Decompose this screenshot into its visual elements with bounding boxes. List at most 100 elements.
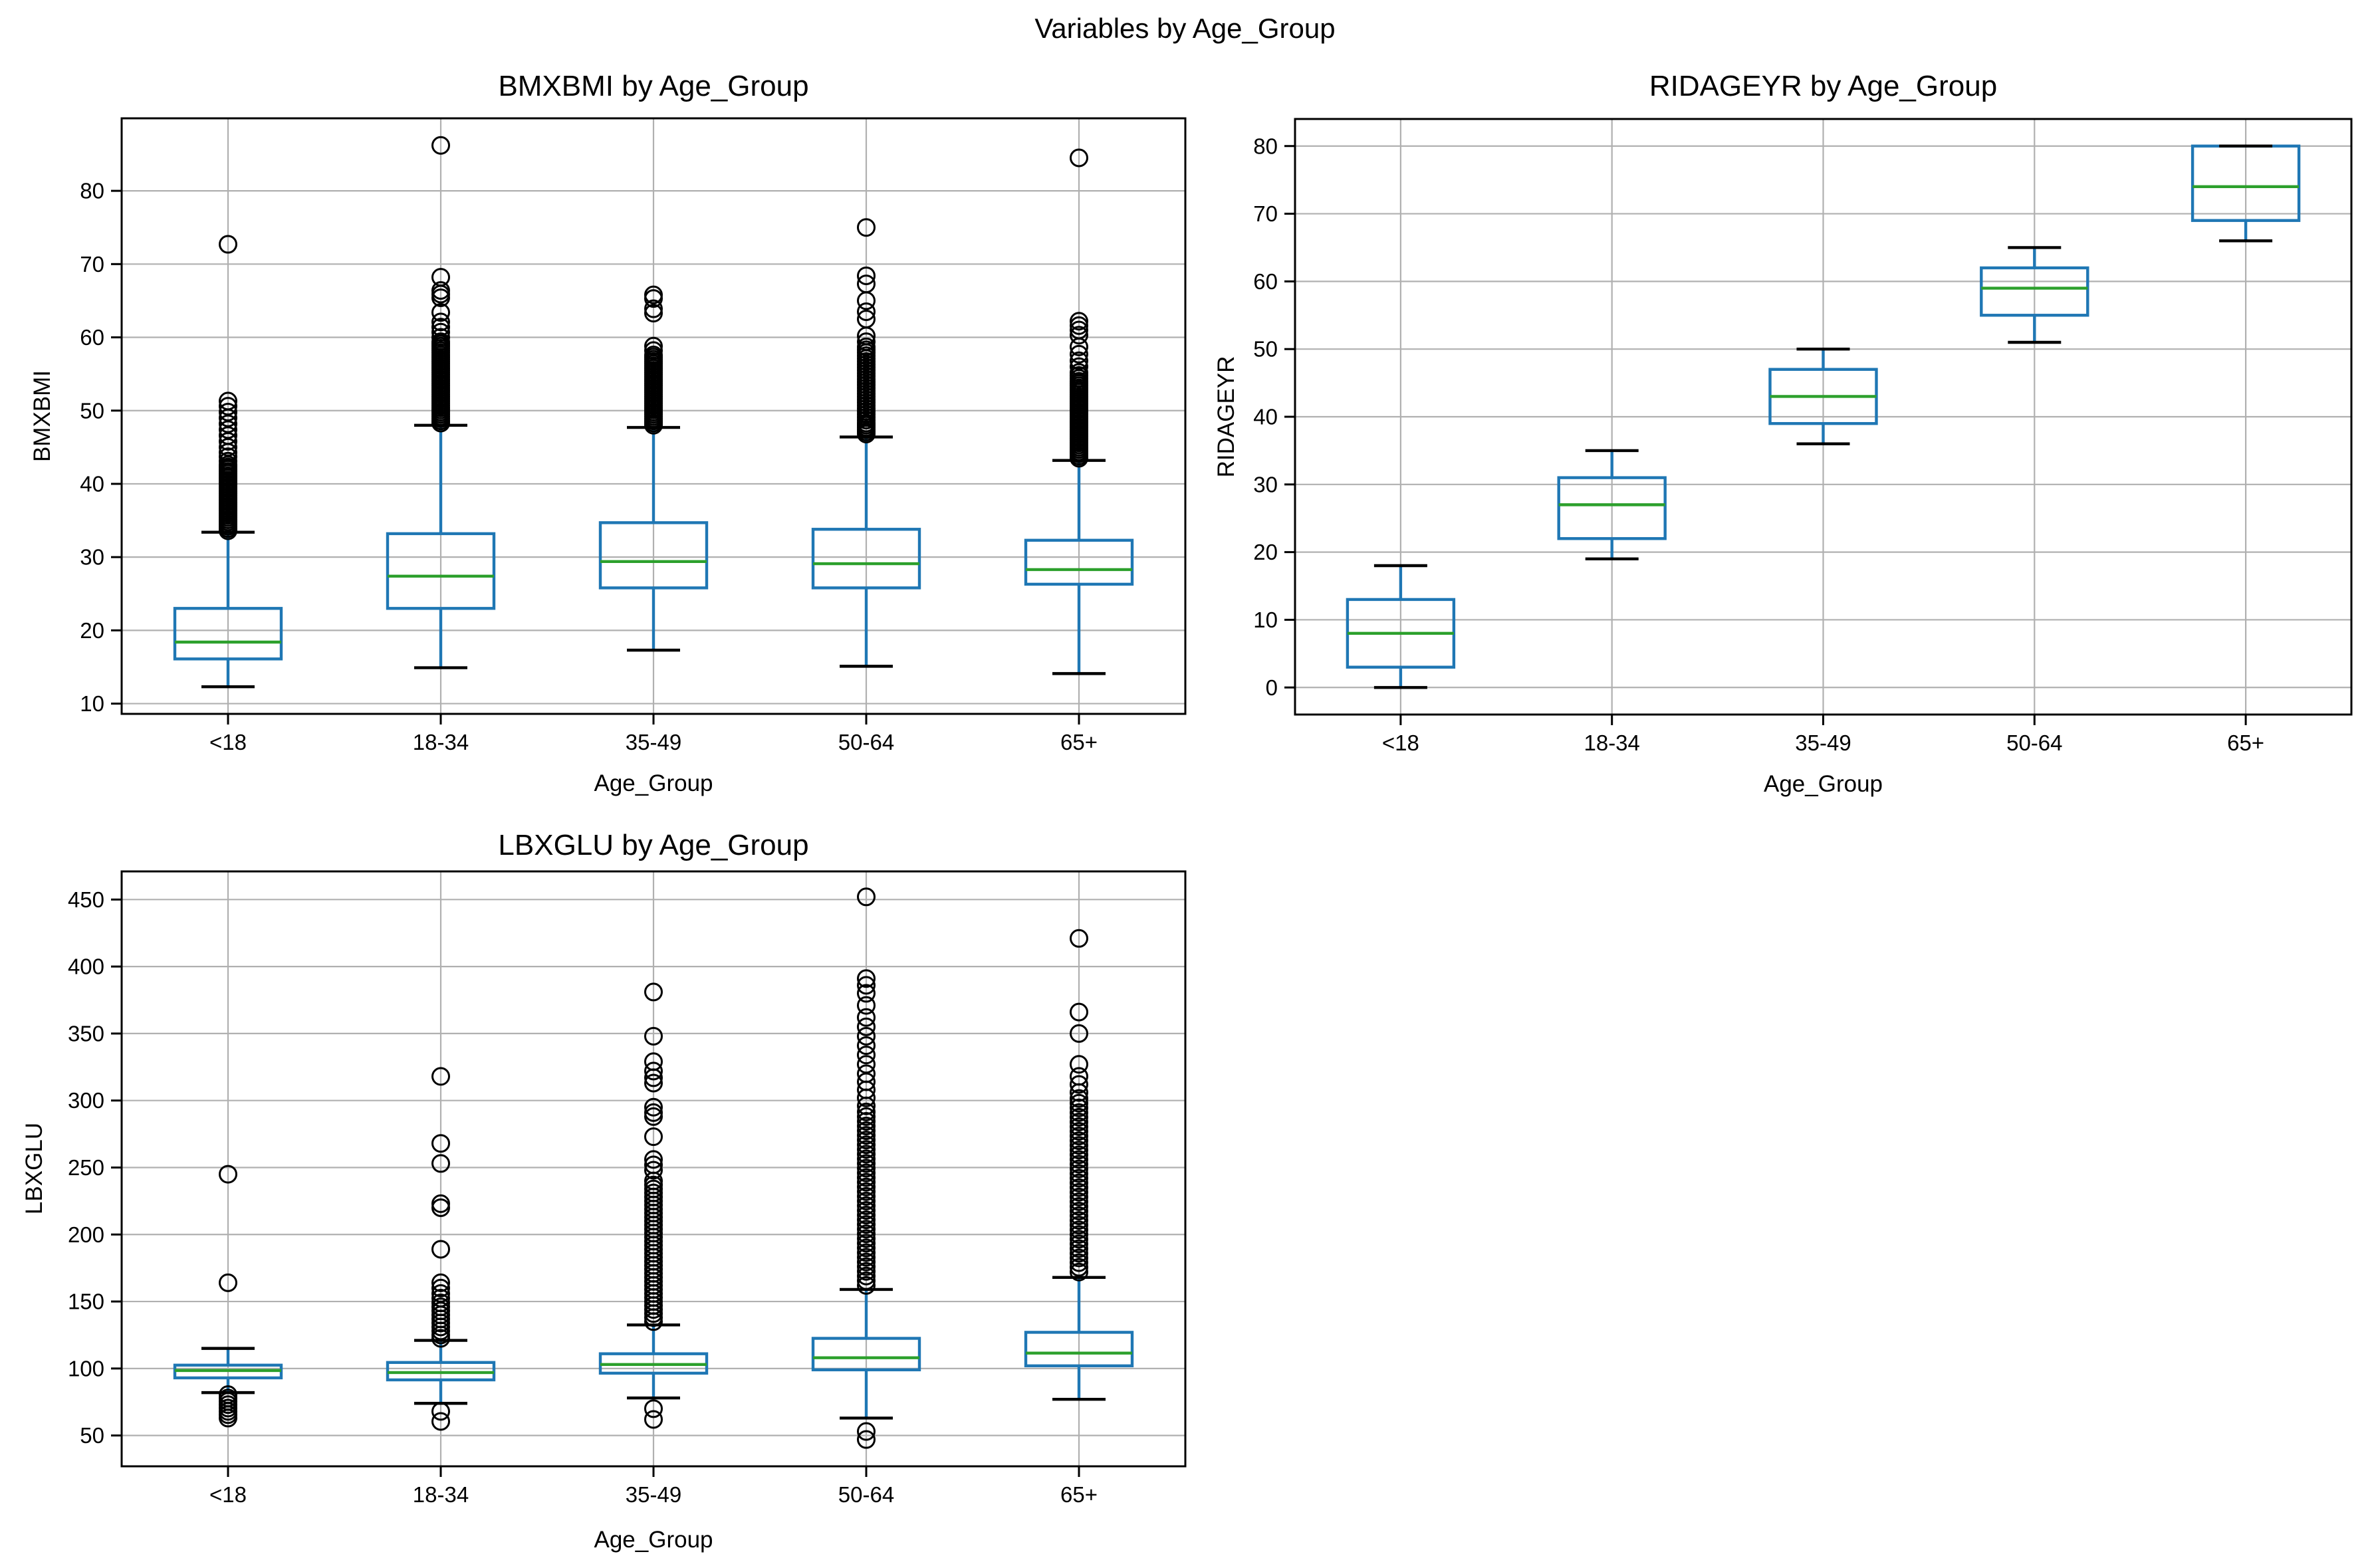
outliers (431, 1067, 450, 1431)
box-group-18-34 (386, 136, 496, 669)
box-iqr (173, 607, 283, 661)
outlier-circle (857, 1017, 876, 1036)
y-tick-label: 20 (80, 618, 104, 643)
outlier-circle (644, 982, 663, 1002)
y-tick-label: 200 (68, 1222, 104, 1247)
outlier-circle (644, 341, 663, 360)
outlier-circle (1070, 1234, 1088, 1254)
y-tick-label: 50 (1253, 337, 1278, 362)
outlier-circle (857, 1107, 876, 1126)
box-group-35-49 (1768, 347, 1878, 445)
outlier-circle (1070, 316, 1088, 335)
outlier-circle (857, 1126, 876, 1145)
outlier-circle (219, 397, 237, 416)
outlier-circle (644, 1103, 663, 1122)
x-axis-label-bmxbmi: Age_Group (594, 770, 713, 796)
outlier-circle (857, 1182, 876, 1201)
outlier-circle (857, 332, 876, 352)
outliers (644, 285, 663, 435)
axis-ticks: 10 20 30 40 50 60 70 80 <18 18-34 35-49 50-64 65+ (80, 179, 1098, 754)
outlier-circle (857, 1064, 876, 1083)
x-tick-label: 50-64 (838, 730, 894, 754)
outlier-circle (1070, 1230, 1088, 1249)
x-tick-label: 18-34 (1584, 730, 1639, 755)
x-axis-label-ridageyr: Age_Group (1763, 771, 1883, 797)
axis-ticks: 0 10 20 30 40 50 60 70 80 <18 18-34 35-49 50-64 65+ (1253, 134, 2264, 755)
outlier-circle (857, 1271, 876, 1290)
outlier-circle (857, 1252, 876, 1272)
chart-bmxbmi: 10 20 30 40 50 60 70 80 <18 18-34 35-49 50-64 65+ (80, 117, 1187, 754)
chart-lbxglu: 50 100 150 200 250 300 350 400 450 <18 18-34 35-49 5… (68, 870, 1187, 1507)
box-group-50-64 (811, 218, 921, 668)
outlier-circle (431, 328, 450, 347)
outlier-circle (857, 1036, 876, 1056)
outliers (219, 235, 237, 540)
y-tick-label: 20 (1253, 540, 1278, 564)
outlier-circle (219, 1165, 237, 1184)
y-tick-label: 40 (1253, 405, 1278, 429)
outlier-circle (1070, 1159, 1088, 1178)
y-tick-label: 350 (68, 1021, 104, 1046)
outlier-circle (857, 1224, 876, 1244)
y-tick-label: 30 (80, 545, 104, 570)
outlier-circle (1070, 1075, 1088, 1094)
outlier-circle (857, 1266, 876, 1286)
gridlines (122, 871, 1185, 1466)
outlier-circle (431, 1134, 450, 1153)
chart-title-lbxglu: LBXGLU by Age_Group (498, 829, 809, 861)
outlier-circle (857, 1234, 876, 1253)
outlier-circle (644, 1097, 663, 1117)
outlier-circle (857, 1026, 876, 1046)
outlier-circle (431, 1240, 450, 1259)
box-group-35-49 (598, 285, 709, 652)
x-tick-label: <18 (209, 1482, 247, 1507)
figure-suptitle: Variables by Age_Group (1034, 13, 1336, 44)
outlier-circle (857, 309, 876, 328)
y-tick-label: 250 (68, 1155, 104, 1180)
x-tick-label: 65+ (1060, 730, 1098, 754)
outlier-circle (644, 1073, 663, 1093)
outlier-circle (1070, 1187, 1088, 1206)
x-tick-label: 35-49 (626, 730, 681, 754)
outlier-circle (1070, 320, 1088, 340)
outlier-circle (1070, 1192, 1088, 1211)
y-tick-label: 400 (68, 954, 104, 979)
y-tick-label: 60 (80, 325, 104, 350)
box-group-<18 (173, 235, 283, 689)
x-axis-label-lbxglu: Age_Group (594, 1527, 713, 1553)
outlier-circle (1070, 1089, 1088, 1108)
outlier-circle (857, 1149, 876, 1169)
x-tick-label: 18-34 (413, 730, 469, 754)
x-tick-label: 35-49 (626, 1482, 681, 1507)
outlier-circle (431, 1402, 450, 1421)
y-tick-label: 150 (68, 1289, 104, 1314)
outlier-circle (857, 1102, 876, 1121)
outlier-circle (1070, 1002, 1088, 1022)
outlier-circle (857, 1177, 876, 1196)
outlier-circle (1070, 1131, 1088, 1151)
outlier-circle (857, 1238, 876, 1258)
x-tick-label: 50-64 (2006, 730, 2062, 755)
outlier-circle (1070, 1024, 1088, 1043)
outlier-circle (431, 1293, 450, 1313)
outlier-circle (857, 976, 876, 995)
outlier-circle (857, 969, 876, 988)
outlier-circle (219, 451, 237, 471)
outlier-circle (1070, 1211, 1088, 1230)
outlier-circle (644, 1052, 663, 1071)
outlier-circle (431, 1154, 450, 1173)
outlier-circle (644, 285, 663, 304)
y-tick-label: 0 (1266, 675, 1278, 700)
box-iqr (598, 521, 709, 590)
outlier-circle (431, 1289, 450, 1308)
y-tick-label: 70 (80, 252, 104, 277)
outlier-circle (1070, 1201, 1088, 1220)
outlier-circle (1070, 326, 1088, 345)
box-iqr (386, 532, 496, 610)
outlier-circle (219, 392, 237, 411)
outlier-circle (1070, 1112, 1088, 1131)
outlier-circle (1070, 1182, 1088, 1202)
outliers (857, 218, 876, 444)
